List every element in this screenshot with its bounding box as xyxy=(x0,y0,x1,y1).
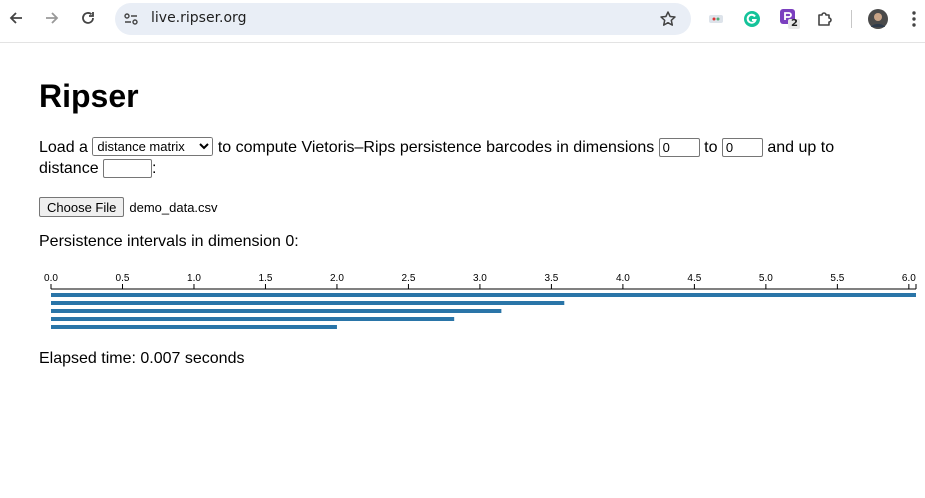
x-tick-label: 3.0 xyxy=(473,273,487,284)
intro-controls: Load a distance matrix to compute Vietor… xyxy=(39,137,899,179)
site-settings-icon[interactable] xyxy=(123,11,139,27)
x-tick-label: 0.0 xyxy=(44,273,58,284)
x-tick-label: 6.0 xyxy=(902,273,916,284)
elapsed-time: Elapsed time: 0.007 seconds xyxy=(39,350,245,367)
file-picker: Choose File demo_data.csv xyxy=(39,197,218,217)
barcode-chart: 0.0 0.5 1.0 1.5 2.0 2.5 3.0 3.5 4.0 4.5 5.0 5.5 6.0 xyxy=(44,273,917,329)
distance-label: distance xyxy=(39,160,99,177)
extensions-puzzle-icon[interactable] xyxy=(815,9,835,29)
reload-button[interactable] xyxy=(77,7,99,29)
persistence-bar xyxy=(51,301,565,305)
toolbar-separator xyxy=(851,10,852,28)
url-text: live.ripser.org xyxy=(151,10,247,26)
extension-tag-icon[interactable] xyxy=(706,9,726,29)
persistence-bar xyxy=(51,309,502,313)
reload-icon xyxy=(82,12,94,24)
grammarly-icon[interactable] xyxy=(742,9,762,29)
persistence-bar xyxy=(51,325,337,329)
persistence-bar xyxy=(51,317,455,321)
browser-toolbar: live.ripser.org 2 xyxy=(0,0,925,43)
back-button[interactable] xyxy=(5,7,27,29)
x-tick-label: 3.5 xyxy=(544,273,558,284)
x-tick-label: 1.0 xyxy=(187,273,201,284)
profile-avatar[interactable] xyxy=(868,9,888,29)
arrow-right-icon xyxy=(46,12,59,24)
dim-max-input[interactable] xyxy=(721,138,763,157)
arrow-left-icon xyxy=(9,12,22,24)
x-tick-label: 5.5 xyxy=(830,273,844,284)
dim-min-input[interactable] xyxy=(658,138,700,157)
persistence-bar xyxy=(51,293,916,297)
x-tick-label: 2.5 xyxy=(401,273,415,284)
bookmark-star-icon[interactable] xyxy=(659,10,677,28)
x-tick-label: 4.5 xyxy=(687,273,701,284)
x-tick-label: 2.0 xyxy=(330,273,344,284)
file-name: demo_data.csv xyxy=(129,199,218,215)
x-tick-label: 1.5 xyxy=(259,273,273,284)
up-to-label: and up to xyxy=(767,139,835,156)
threshold-input[interactable] xyxy=(103,159,153,178)
browser-menu-icon[interactable] xyxy=(904,9,924,29)
choose-file-button[interactable]: Choose File xyxy=(39,197,125,217)
load-label: Load a xyxy=(39,139,88,156)
compute-label: to compute Vietoris–Rips persistence bar… xyxy=(217,139,655,156)
x-tick-label: 5.0 xyxy=(759,273,773,284)
page-title: Ripser xyxy=(39,78,139,114)
extension-badge-count: 2 xyxy=(791,18,798,29)
colon-label: : xyxy=(152,160,157,177)
extension-badge-icon[interactable]: 2 xyxy=(778,9,802,29)
dimension-title: Persistence intervals in dimension 0: xyxy=(39,233,299,250)
forward-button[interactable] xyxy=(41,7,63,29)
address-bar[interactable]: live.ripser.org xyxy=(115,3,691,35)
input-type-select[interactable]: distance matrix xyxy=(92,137,214,156)
to-label: to xyxy=(704,139,718,156)
x-tick-label: 4.0 xyxy=(616,273,630,284)
x-tick-label: 0.5 xyxy=(116,273,130,284)
